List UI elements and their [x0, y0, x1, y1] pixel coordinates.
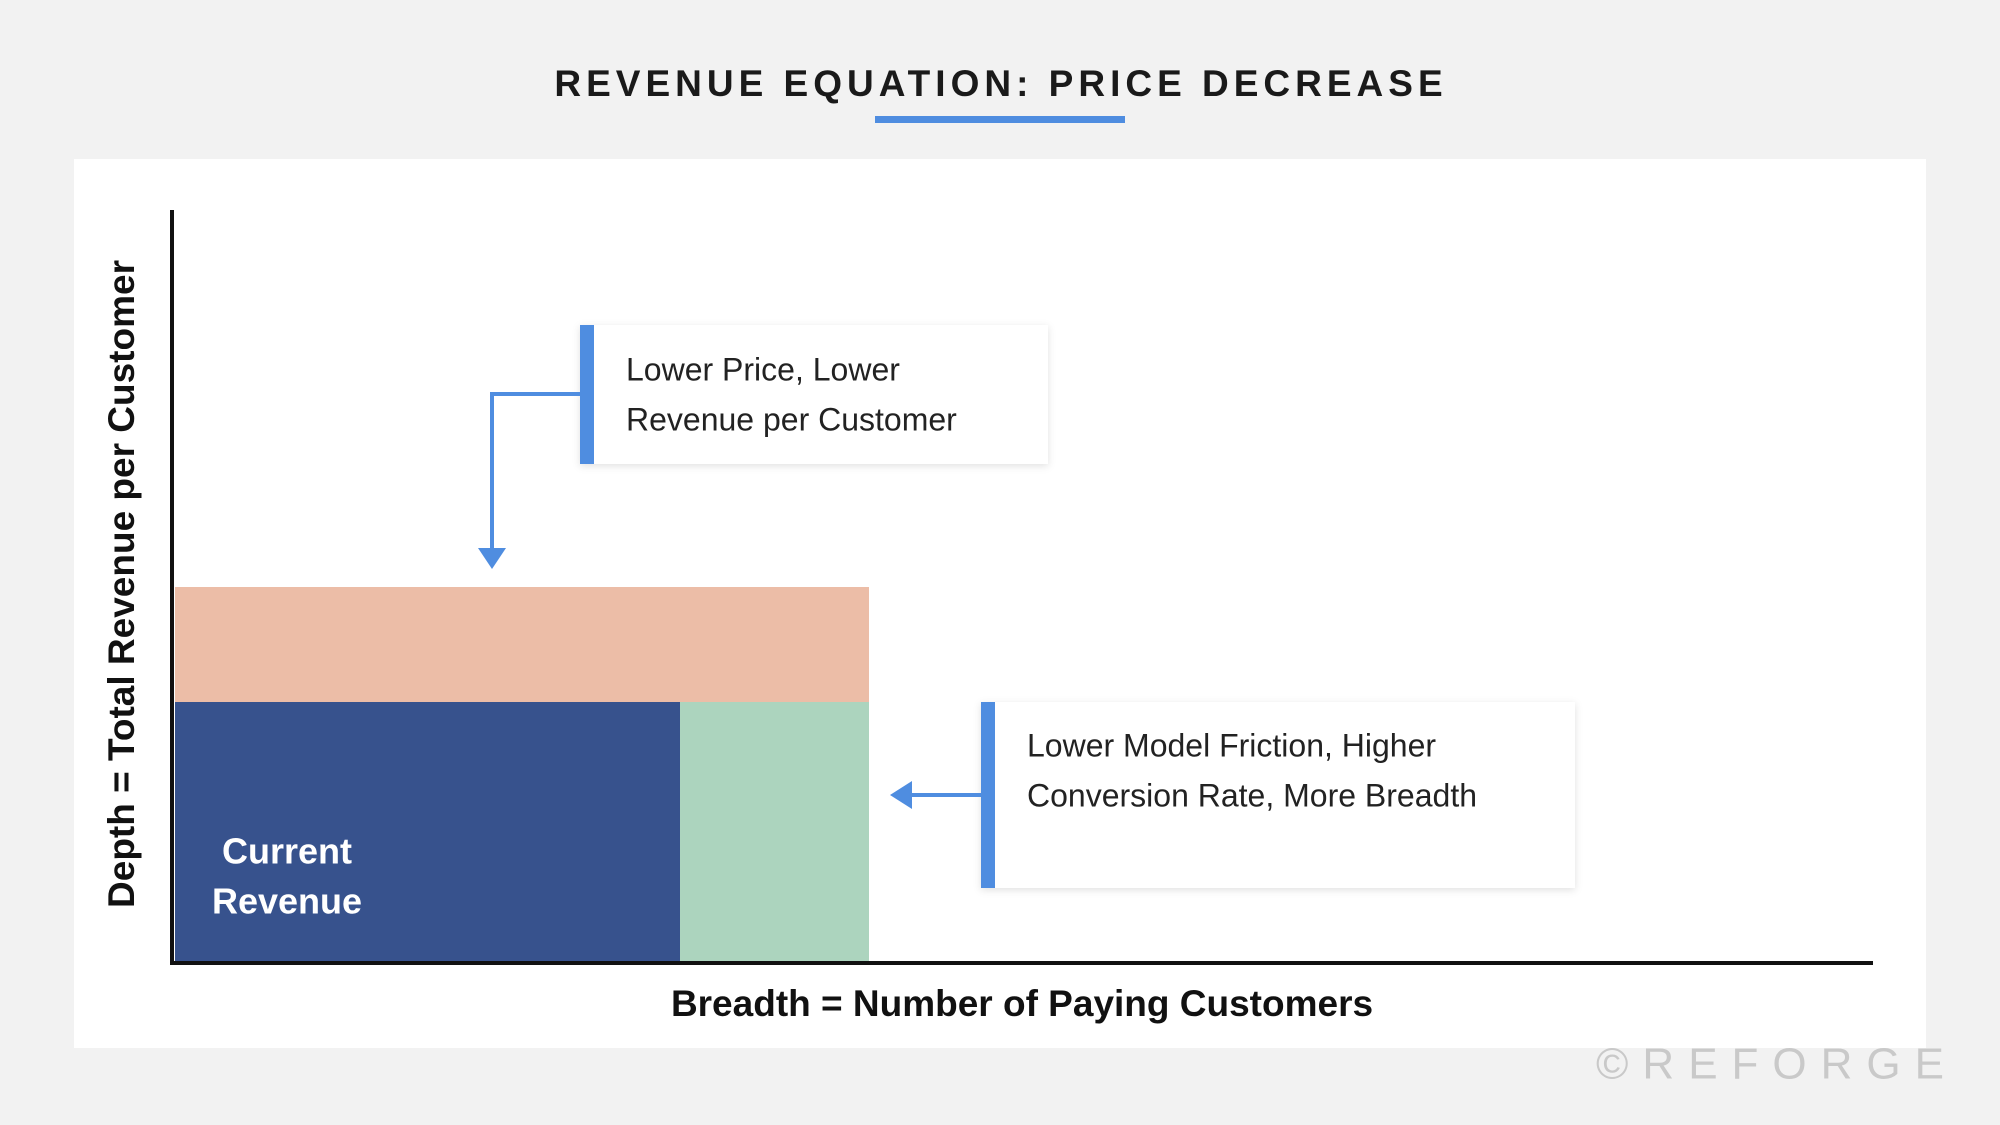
- callout-text: Revenue per Customer: [626, 401, 957, 437]
- lost-price-area: [175, 587, 869, 702]
- callout-bar: [981, 702, 995, 888]
- block-label: Current: [222, 831, 352, 872]
- y-axis-label: Depth = Total Revenue per Customer: [101, 260, 142, 908]
- callout-box: [580, 325, 1048, 464]
- callout-arrow: [490, 392, 580, 552]
- gained-breadth-area: [680, 702, 869, 963]
- callout-text: Lower Price, Lower: [626, 351, 900, 387]
- block-label: Revenue: [212, 881, 362, 922]
- current-revenue-area: [175, 702, 680, 963]
- arrowhead: [478, 548, 506, 569]
- title: REVENUE EQUATION: PRICE DECREASE: [554, 63, 1447, 104]
- arrowhead: [890, 781, 912, 809]
- callout-bar: [580, 325, 594, 464]
- watermark: ©REFORGE: [1596, 1040, 1958, 1089]
- callout-box: [981, 702, 1575, 888]
- callout-text: Conversion Rate, More Breadth: [1027, 777, 1477, 813]
- title-underline: [875, 116, 1125, 123]
- x-axis-label: Breadth = Number of Paying Customers: [671, 983, 1373, 1024]
- callout-text: Lower Model Friction, Higher: [1027, 727, 1436, 763]
